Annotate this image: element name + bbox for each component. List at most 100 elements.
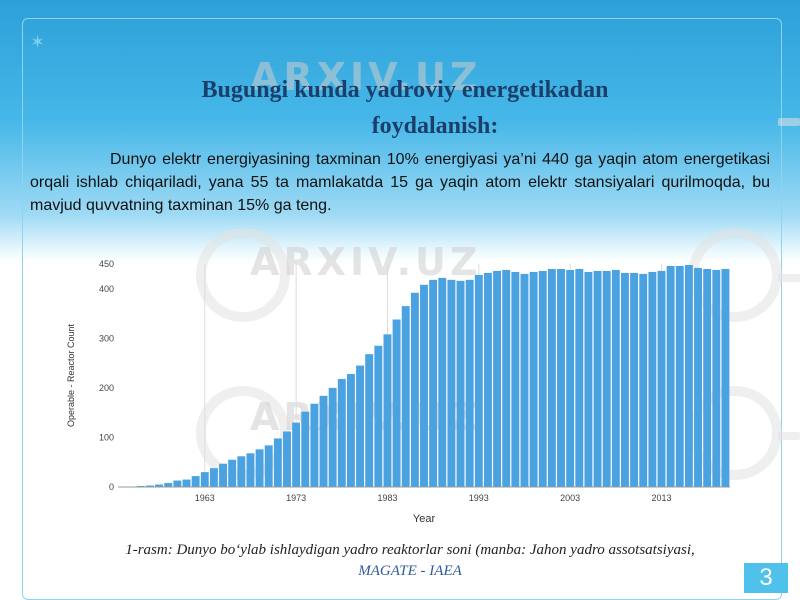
slide-title: Bugungi kunda yadroviy energetikadan foy… [60, 72, 750, 144]
x-tick-label: 1973 [286, 493, 306, 503]
decorative-ring [688, 386, 782, 480]
bar [310, 403, 319, 487]
bar [173, 480, 182, 487]
x-tick-label: 1963 [195, 493, 215, 503]
watermark: ARXIV.UZ [250, 240, 482, 284]
x-axis-label: Year [413, 513, 436, 525]
bar [209, 468, 218, 487]
bar [219, 463, 228, 487]
bar [721, 268, 730, 487]
bar [337, 378, 346, 487]
bar [611, 269, 620, 487]
decorative-bar [778, 118, 800, 126]
bar [666, 265, 675, 487]
bar [575, 268, 584, 487]
y-ticks: 0 100 200 300 400 450 [99, 259, 114, 492]
bar [438, 277, 447, 487]
bar [346, 374, 355, 487]
bar [566, 269, 575, 487]
bar [593, 270, 602, 487]
asterisk-bullet-icon: ✶ [30, 32, 46, 52]
x-tick-label: 1993 [469, 493, 489, 503]
bar [456, 280, 465, 487]
bar [328, 387, 337, 487]
bar [228, 459, 237, 487]
x-tick-label: 2013 [651, 493, 671, 503]
bar [420, 284, 428, 487]
bar [182, 479, 191, 487]
bar [237, 456, 246, 487]
y-tick-label: 300 [99, 333, 114, 343]
bar [694, 267, 702, 487]
bar [273, 438, 282, 487]
x-tick-label: 2003 [560, 493, 580, 503]
bar [155, 484, 164, 487]
x-tick-label: 1983 [377, 493, 397, 503]
x-ticks: 1963 1973 1983 1993 2003 2013 [195, 493, 672, 503]
body-paragraph: Dunyo elektr energiyasining taxminan 10%… [30, 151, 770, 214]
bar [465, 279, 474, 487]
bar [264, 445, 273, 487]
bar [502, 269, 511, 487]
bar [447, 279, 456, 487]
bar [429, 279, 438, 487]
watermark: ARXIV.UZ [250, 55, 482, 99]
bar [520, 273, 529, 487]
bar [639, 273, 648, 487]
bar [246, 453, 255, 487]
bar [401, 306, 410, 487]
decorative-bar [778, 274, 800, 282]
bar [511, 271, 520, 487]
title-line-2: foydalanish: [371, 113, 499, 139]
bar [365, 354, 374, 487]
bar [191, 476, 200, 487]
decorative-bar [778, 432, 800, 440]
bar [538, 270, 547, 487]
bar [292, 422, 301, 487]
bar [620, 272, 629, 487]
y-tick-label: 450 [99, 259, 114, 269]
caption-source: MAGATE - IAEA [358, 563, 462, 579]
page-number: 3 [744, 563, 788, 593]
bar [374, 345, 383, 487]
bar [474, 274, 483, 487]
bar [410, 292, 419, 487]
bar [255, 449, 264, 487]
bar [301, 411, 310, 487]
bar [383, 334, 392, 487]
caption-text: -rasm: Dunyo bo‘ylab ishlaydigan yadro r… [132, 542, 695, 558]
title-line-1: Bugungi kunda yadroviy energetikadan [201, 77, 609, 103]
bar [200, 472, 209, 487]
bar [547, 268, 556, 487]
reactor-count-chart: 0 100 200 300 400 450 1963 1973 1983 1993 2003 201… [66, 259, 730, 525]
bar [164, 483, 173, 487]
bar [319, 395, 328, 487]
decorative-ring [688, 228, 782, 322]
bar [657, 270, 666, 487]
bar [283, 431, 291, 487]
y-tick-label: 100 [99, 432, 114, 442]
bars [118, 264, 730, 488]
bar [584, 271, 593, 487]
y-tick-label: 0 [109, 482, 114, 492]
y-axis-label: Operable - Reactor Count [66, 323, 76, 427]
bar [703, 268, 712, 487]
bar [356, 365, 365, 487]
bar [630, 272, 639, 487]
figure-caption: 1-rasm: Dunyo bo‘ylab ishlaydigan yadro … [110, 540, 710, 582]
bar [648, 271, 657, 487]
bar [392, 319, 401, 487]
bar [146, 485, 154, 487]
bar [602, 270, 611, 487]
decorative-ring [196, 228, 290, 322]
caption-number: 1 [125, 542, 133, 558]
y-tick-label: 200 [99, 383, 114, 393]
bar [557, 268, 565, 487]
bar [483, 272, 492, 487]
bar [675, 265, 684, 487]
y-tick-label: 400 [99, 284, 114, 294]
bar [529, 271, 538, 487]
bar [493, 270, 502, 487]
bar [684, 264, 693, 487]
bar [712, 269, 721, 487]
